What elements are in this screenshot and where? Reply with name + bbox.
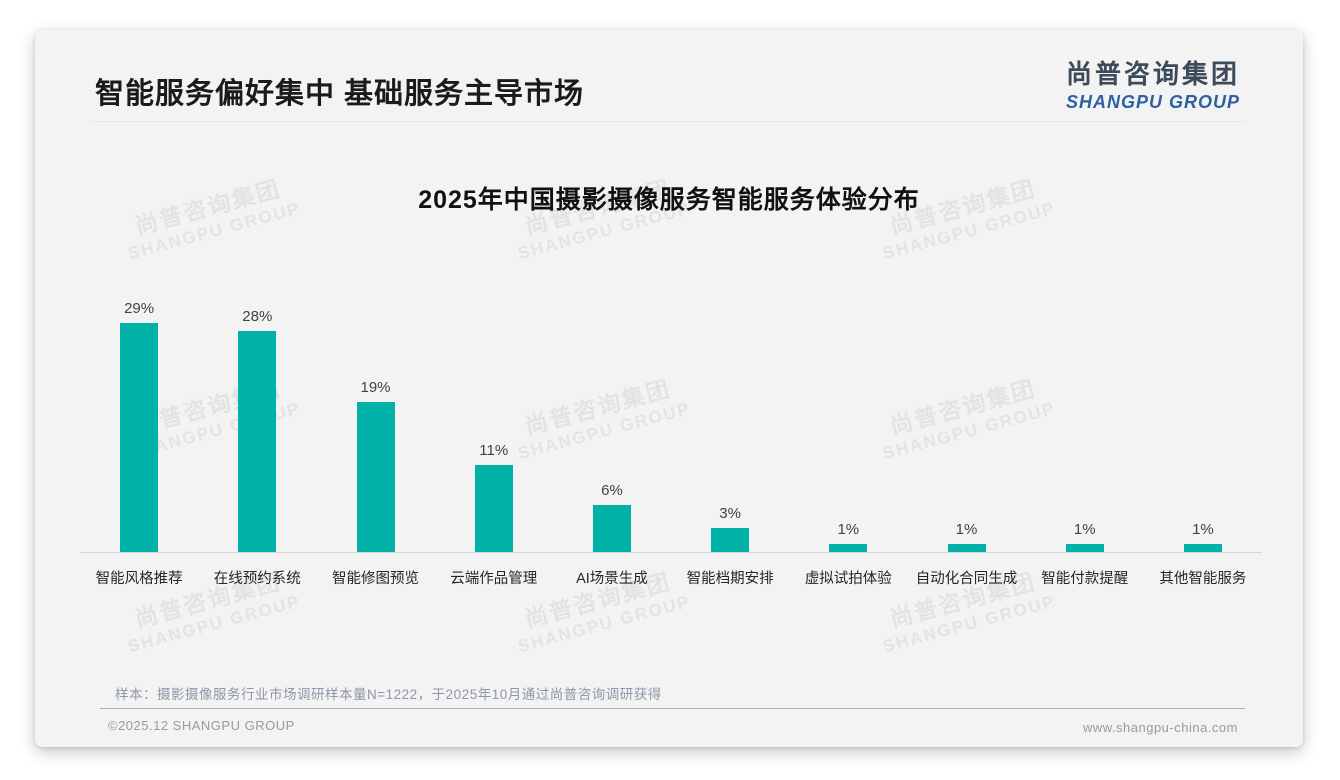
- bar: [238, 331, 277, 552]
- slide-card: 尚普咨询集团 SHANGPU GROUP 尚普咨询集团 SHANGPU GROUP 尚普…: [35, 30, 1303, 747]
- bar-category-label: 虚拟试拍体验: [804, 571, 892, 587]
- header-divider: [90, 121, 1245, 122]
- bar-group: 1%: [907, 521, 1025, 552]
- bar-value-label: 3%: [719, 505, 741, 522]
- bar-category-label: 云端作品管理: [450, 571, 538, 587]
- bar-group: 6%: [553, 482, 671, 552]
- footer-website: www.shangpu-china.com: [1082, 720, 1238, 735]
- logo-english-text: SHANGPU GROUP: [1065, 92, 1240, 112]
- bar-group: 3%: [671, 505, 789, 552]
- bar-group: 29%: [80, 300, 198, 552]
- bar-category-label: 智能修图预览: [332, 571, 419, 587]
- bar: [1065, 544, 1104, 552]
- bar-group: 28%: [198, 308, 316, 552]
- bar-value-label: 1%: [837, 521, 860, 538]
- bar-value-label: 19%: [360, 379, 391, 396]
- logo-chinese-text: 尚普咨询集团: [1065, 59, 1240, 89]
- bar-group: 19%: [316, 379, 434, 552]
- category-axis: 智能风格推荐 在线预约系统 智能修图预览 云端作品管理 AI场景生成 智能档期安排 虚拟试拍…: [80, 553, 1262, 588]
- bar-value-label: 28%: [242, 308, 273, 325]
- bar-category-label: AI场景生成: [576, 571, 648, 587]
- bar-value-label: 1%: [1073, 521, 1096, 538]
- bar-value-label: 11%: [479, 442, 509, 459]
- bar-value-label: 6%: [601, 482, 623, 499]
- bar-category-label: 智能风格推荐: [95, 571, 183, 587]
- bar: [829, 544, 868, 552]
- bar: [1183, 544, 1222, 552]
- footer-copyright: ©2025.12 SHANGPU GROUP: [108, 718, 295, 733]
- bar: [474, 465, 513, 552]
- chart-title: 2025年中国摄影摄像服务智能服务体验分布: [418, 186, 920, 214]
- bar: [356, 402, 395, 552]
- bar-value-label: 1%: [1192, 521, 1214, 538]
- bar-category-label: 其他智能服务: [1159, 571, 1247, 587]
- bar-group: 1%: [789, 521, 907, 552]
- bar-group: 1%: [1144, 521, 1262, 552]
- note-divider: [100, 708, 1245, 709]
- bar-value-label: 29%: [124, 300, 155, 317]
- bar-chart: 29% 28% 19% 11% 6% 3% 1% 1% 1% 1% 智能风格推荐 在线预约系统 智能修…: [80, 300, 1262, 588]
- bar-category-label: 智能档期安排: [686, 571, 774, 587]
- bar-group: 11%: [435, 442, 553, 552]
- bar-category-label: 自动化合同生成: [915, 571, 1018, 587]
- bar: [592, 505, 631, 552]
- sample-note: 样本：摄影摄像服务行业市场调研样本量N=1222，于2025年10月通过尚普咨询…: [115, 687, 662, 702]
- bar-value-label: 1%: [955, 521, 978, 538]
- bar: [711, 528, 750, 552]
- company-logo: 尚普咨询集团 SHANGPU GROUP: [1066, 54, 1240, 113]
- bar: [120, 323, 159, 552]
- page-title: 智能服务偏好集中 基础服务主导市场: [95, 78, 585, 110]
- bar-category-label: 在线预约系统: [213, 571, 301, 587]
- bar-category-label: 智能付款提醒: [1041, 571, 1129, 587]
- bar: [947, 544, 986, 552]
- bar-group: 1%: [1026, 521, 1144, 552]
- bar-plot: 29% 28% 19% 11% 6% 3% 1% 1% 1% 1%: [80, 300, 1262, 553]
